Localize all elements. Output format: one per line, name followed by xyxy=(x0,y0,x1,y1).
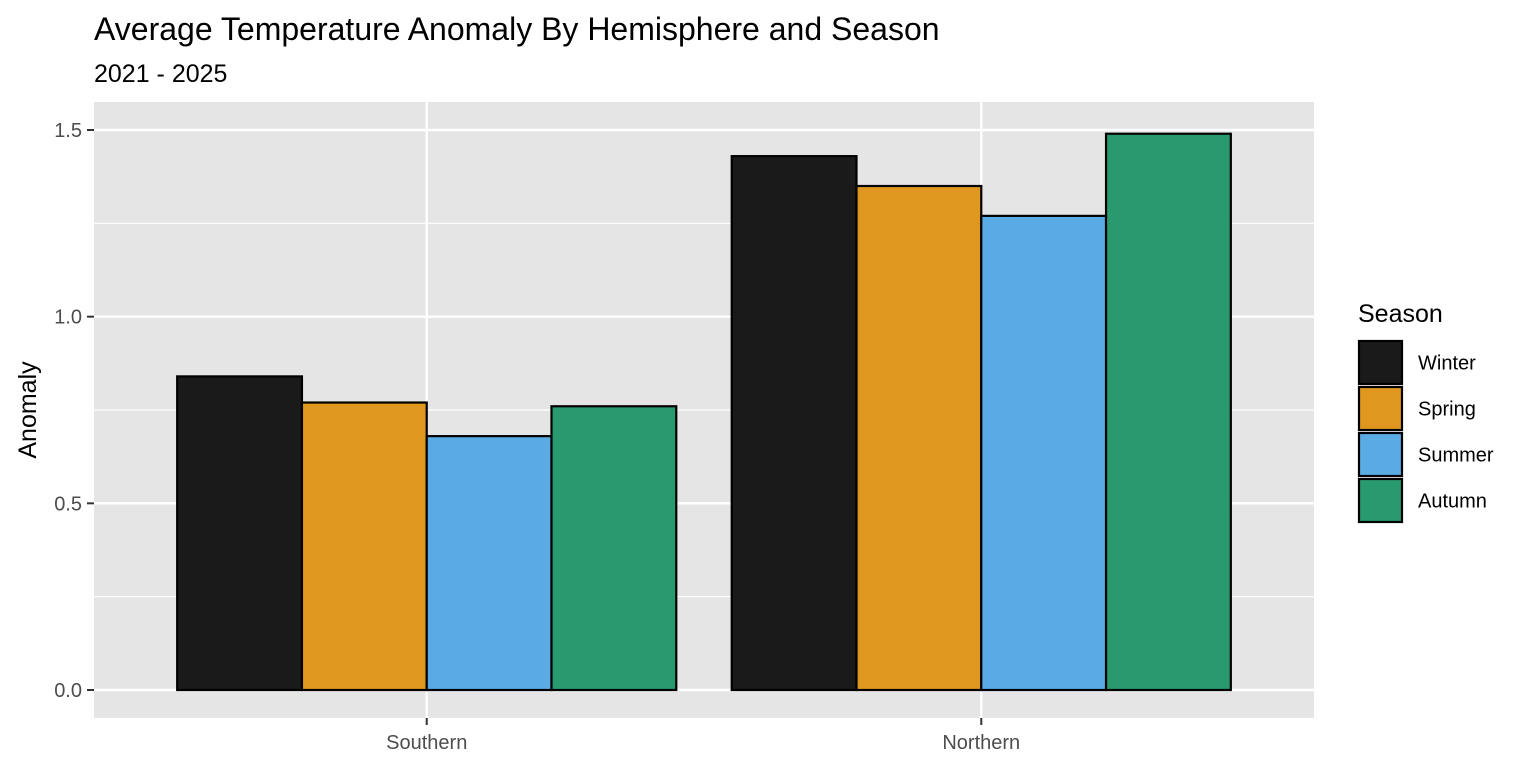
legend-label-autumn: Autumn xyxy=(1418,491,1487,513)
bar-northern-spring xyxy=(855,184,983,692)
y-axis-title: Anomaly xyxy=(14,361,42,459)
x-tick-label: Northern xyxy=(942,732,1020,754)
y-tick-label: 0.5 xyxy=(54,493,82,515)
bar-northern-autumn xyxy=(1104,132,1232,692)
legend-title: Season xyxy=(1358,300,1443,328)
bar-southern-spring xyxy=(300,401,428,692)
y-tick-label: 1.0 xyxy=(54,307,82,329)
legend-key-spring xyxy=(1357,385,1404,432)
chart-title: Average Temperature Anomaly By Hemispher… xyxy=(94,11,940,47)
y-axis: 0.0 0.5 1.0 1.5 xyxy=(54,120,94,702)
bars xyxy=(176,132,1232,692)
legend-items: Winter Spring Summer Autumn xyxy=(1357,339,1494,524)
y-tick-label: 0.0 xyxy=(54,680,82,702)
bar-southern-winter xyxy=(176,375,304,692)
bar-southern-autumn xyxy=(550,405,678,692)
legend-label-summer: Summer xyxy=(1418,445,1494,467)
legend-key-summer xyxy=(1357,431,1404,478)
y-tick-label: 1.5 xyxy=(54,120,82,142)
x-tick-label: Southern xyxy=(386,732,467,754)
bar-northern-summer xyxy=(980,214,1108,692)
bar-southern-summer xyxy=(425,435,553,692)
legend-label-winter: Winter xyxy=(1418,353,1476,375)
chart-subtitle: 2021 - 2025 xyxy=(94,60,227,88)
legend-label-spring: Spring xyxy=(1418,399,1476,421)
legend: Season Winter Spring Summer Autumn xyxy=(1357,300,1494,524)
x-axis: Southern Northern xyxy=(386,718,1020,754)
legend-key-autumn xyxy=(1357,477,1404,524)
plot-area xyxy=(94,102,1314,718)
bar-northern-winter xyxy=(730,155,858,692)
legend-key-winter xyxy=(1357,339,1404,386)
